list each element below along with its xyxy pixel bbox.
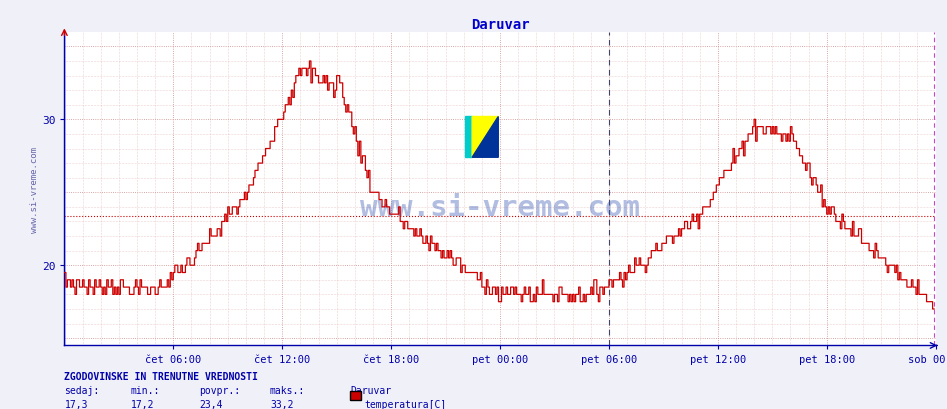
Title: Daruvar: Daruvar xyxy=(471,18,529,31)
Text: www.si-vreme.com: www.si-vreme.com xyxy=(360,194,640,222)
Y-axis label: www.si-vreme.com: www.si-vreme.com xyxy=(30,146,39,232)
Text: min.:: min.: xyxy=(131,385,160,395)
Text: povpr.:: povpr.: xyxy=(199,385,240,395)
Text: 33,2: 33,2 xyxy=(270,399,294,409)
Text: maks.:: maks.: xyxy=(270,385,305,395)
Text: 17,2: 17,2 xyxy=(131,399,154,409)
Polygon shape xyxy=(473,117,498,158)
Text: ZGODOVINSKE IN TRENUTNE VREDNOSTI: ZGODOVINSKE IN TRENUTNE VREDNOSTI xyxy=(64,371,259,381)
Bar xyxy=(465,117,473,158)
Text: temperatura[C]: temperatura[C] xyxy=(365,399,447,409)
Text: 23,4: 23,4 xyxy=(199,399,223,409)
Text: sedaj:: sedaj: xyxy=(64,385,99,395)
Text: Daruvar: Daruvar xyxy=(350,385,391,395)
Text: 17,3: 17,3 xyxy=(64,399,88,409)
Polygon shape xyxy=(473,117,498,158)
